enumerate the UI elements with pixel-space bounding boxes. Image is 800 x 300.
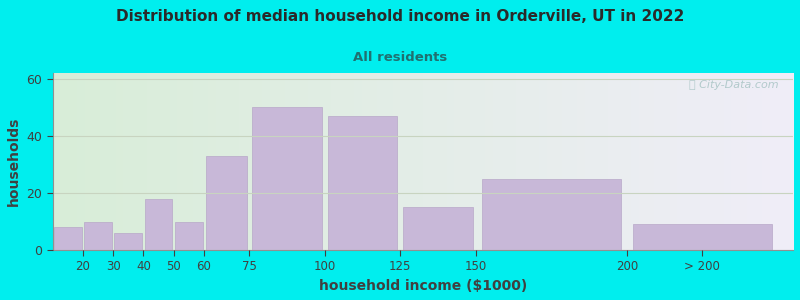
Bar — [403, 207, 473, 250]
X-axis label: household income ($1000): household income ($1000) — [318, 279, 527, 293]
Bar — [145, 199, 173, 250]
Bar — [84, 221, 112, 250]
Text: All residents: All residents — [353, 51, 447, 64]
Bar — [54, 227, 82, 250]
Text: ⓘ City-Data.com: ⓘ City-Data.com — [689, 80, 778, 90]
Bar — [252, 107, 322, 250]
Y-axis label: households: households — [7, 117, 21, 206]
Bar — [328, 116, 398, 250]
Text: Distribution of median household income in Orderville, UT in 2022: Distribution of median household income … — [116, 9, 684, 24]
Bar — [633, 224, 772, 250]
Bar — [114, 233, 142, 250]
Bar — [482, 179, 621, 250]
Bar — [206, 156, 247, 250]
Bar — [175, 221, 202, 250]
